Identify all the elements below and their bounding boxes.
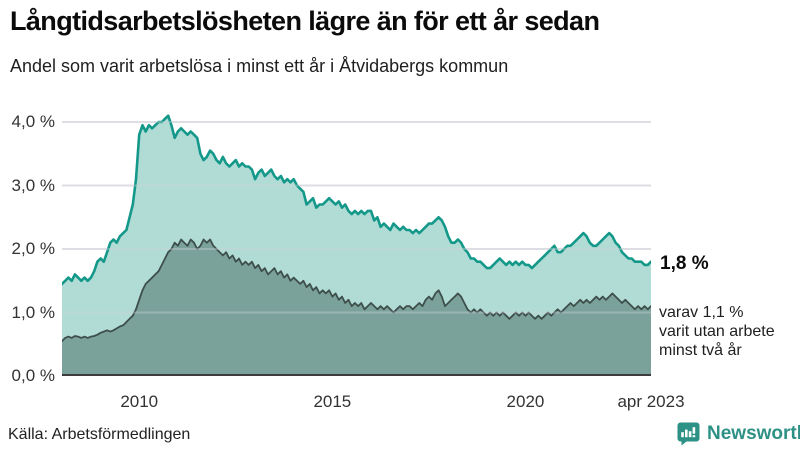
secondary-value-note: varav 1,1 % varit utan arbete minst två …	[659, 303, 799, 360]
newsworthy-brand[interactable]: Newsworthy	[676, 421, 800, 446]
y-tick-label: 3,0 %	[11, 175, 55, 195]
x-tick-label: 2020	[506, 392, 545, 411]
area-chart-svg	[60, 114, 653, 376]
x-tick-label: apr 2023	[617, 392, 685, 411]
y-tick-label: 4,0 %	[11, 112, 55, 131]
chart-subtitle: Andel som varit arbetslösa i minst ett å…	[10, 56, 509, 76]
note-line-2: varit utan arbete	[659, 323, 775, 340]
newsworthy-logo-icon	[676, 421, 701, 446]
latest-value-label: 1,8 %	[660, 253, 709, 274]
note-line-1: varav 1,1 %	[659, 304, 744, 321]
x-tick-label: 2010	[120, 392, 159, 411]
note-line-3: minst två år	[659, 342, 742, 359]
page-title: Långtidsarbetslösheten lägre än för ett …	[10, 6, 600, 36]
area-chart	[60, 110, 653, 376]
source-credit: Källa: Arbetsförmedlingen	[8, 426, 191, 443]
y-tick-label: 2,0 %	[11, 239, 55, 258]
newsworthy-wordmark: Newsworthy	[707, 422, 800, 444]
y-tick-label: 0,0 %	[11, 366, 55, 385]
x-tick-label: 2015	[313, 392, 352, 411]
y-tick-label: 1,0 %	[11, 302, 55, 322]
